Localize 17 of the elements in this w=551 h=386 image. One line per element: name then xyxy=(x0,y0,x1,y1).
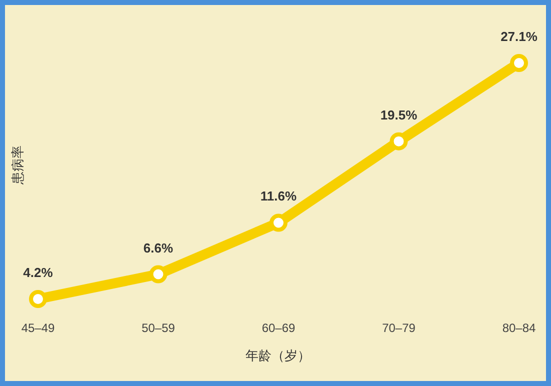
x-tick-label: 50–59 xyxy=(142,321,176,335)
data-label: 19.5% xyxy=(380,107,418,122)
data-label: 6.6% xyxy=(143,240,174,256)
x-tick-label: 80–84 xyxy=(502,321,536,335)
data-label: 4.2% xyxy=(23,265,54,280)
data-label: 27.1% xyxy=(500,29,538,44)
point xyxy=(510,54,528,72)
x-tick-label: 60–69 xyxy=(262,321,296,335)
x-axis-title: 年龄（岁） xyxy=(246,348,310,363)
y-axis-title: 患病率 xyxy=(10,146,25,186)
x-tick-label: 70–79 xyxy=(382,321,416,335)
point xyxy=(149,265,168,284)
point xyxy=(390,132,408,150)
point xyxy=(29,290,47,308)
data-label: 11.6% xyxy=(260,188,298,204)
x-tick-label: 45–49 xyxy=(21,321,56,335)
point xyxy=(270,214,288,232)
